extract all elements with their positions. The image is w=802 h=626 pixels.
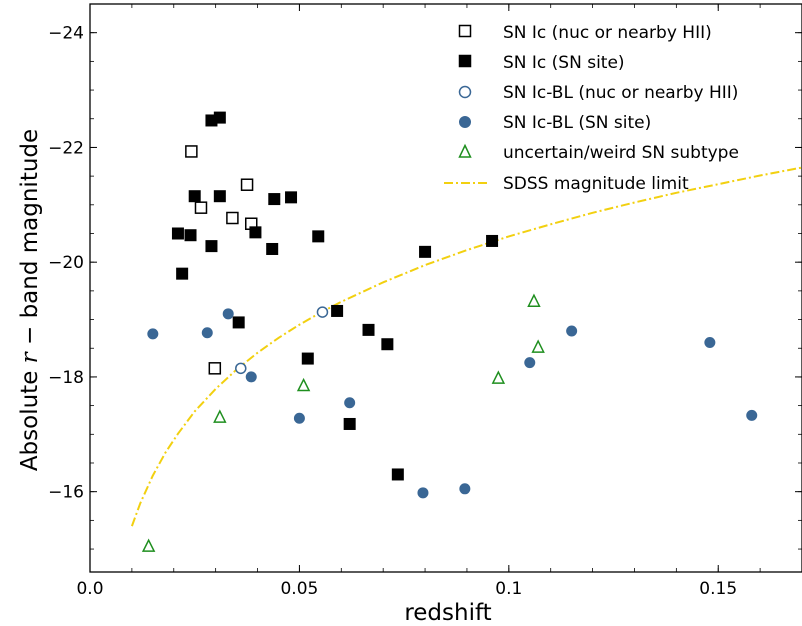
legend-item-sn-icbl-nuc: SN Ic-BL (nuc or nearby HII) xyxy=(458,83,738,103)
point-filled-circle xyxy=(746,409,758,421)
legend-label: uncertain/weird SN subtype xyxy=(503,143,739,163)
y-tick-label: −20 xyxy=(48,253,84,273)
legend-item-sn-ic-nuc: SN Ic (nuc or nearby HII) xyxy=(458,23,712,43)
point-filled-square xyxy=(184,229,197,242)
y-tick-label: −22 xyxy=(48,138,84,158)
legend-label: SN Ic-BL (nuc or nearby HII) xyxy=(503,83,738,103)
point-open-triangle xyxy=(531,339,545,353)
x-tick-label: 0.0 xyxy=(76,579,103,599)
legend-marker-filled-circle xyxy=(459,116,471,128)
axes xyxy=(89,3,802,573)
legend-marker-open-circle xyxy=(458,85,472,99)
y-axis-label-italic: r xyxy=(17,350,43,363)
y-tick-label: −18 xyxy=(48,368,84,388)
point-open-square xyxy=(185,145,198,158)
point-open-triangle xyxy=(527,293,541,307)
legend-label: SN Ic (SN site) xyxy=(503,53,625,73)
y-tick-label: −24 xyxy=(48,24,84,44)
y-axis-label-suffix: − band magnitude xyxy=(17,129,43,353)
legend-label: SN Ic (nuc or nearby HII) xyxy=(503,23,712,43)
point-filled-square xyxy=(266,242,279,255)
y-tick-label: −16 xyxy=(48,483,84,503)
x-tick-label: 0.15 xyxy=(699,579,737,599)
point-filled-circle xyxy=(459,483,471,495)
point-open-circle xyxy=(316,306,329,318)
point-filled-square xyxy=(301,352,314,365)
point-filled-square xyxy=(419,245,432,258)
legend-marker-open-square xyxy=(458,24,472,38)
limit-curve-layer xyxy=(130,166,802,527)
plot-frame xyxy=(89,3,802,573)
point-open-square xyxy=(240,178,254,191)
y-axis-label-prefix: Absolute xyxy=(17,363,43,471)
point-filled-circle xyxy=(293,412,305,424)
point-filled-circle xyxy=(417,487,429,499)
data-points-layer xyxy=(141,111,758,552)
point-filled-square xyxy=(171,227,184,240)
point-filled-circle xyxy=(566,325,578,337)
point-filled-square xyxy=(381,338,394,351)
point-filled-square xyxy=(268,193,281,206)
point-filled-square xyxy=(362,323,375,336)
legend: SN Ic (nuc or nearby HII) SN Ic (SN site… xyxy=(444,23,739,194)
point-filled-square xyxy=(285,191,298,204)
point-filled-square xyxy=(176,267,189,280)
point-filled-square xyxy=(213,190,226,203)
point-filled-square xyxy=(312,230,325,243)
point-open-triangle xyxy=(296,377,311,392)
point-open-square xyxy=(208,362,222,375)
point-open-circle xyxy=(235,362,247,375)
point-filled-circle xyxy=(201,327,213,339)
point-filled-square xyxy=(249,226,262,239)
legend-item-sn-icbl-site: SN Ic-BL (SN site) xyxy=(459,113,651,133)
point-filled-square xyxy=(331,304,344,317)
point-open-square xyxy=(226,211,239,225)
point-open-square xyxy=(194,201,208,214)
legend-item-sdss-limit: SDSS magnitude limit xyxy=(444,174,689,194)
point-open-triangle xyxy=(491,370,506,384)
x-tick-label: 0.1 xyxy=(495,579,522,599)
point-filled-square xyxy=(486,234,499,247)
legend-marker-filled-square xyxy=(458,54,472,68)
point-filled-square xyxy=(205,240,218,253)
point-filled-circle xyxy=(147,328,159,340)
point-filled-square xyxy=(188,190,201,203)
point-filled-circle xyxy=(524,357,536,369)
point-filled-square xyxy=(232,316,245,329)
point-filled-circle xyxy=(344,397,356,409)
point-filled-circle xyxy=(245,371,257,383)
point-filled-square xyxy=(343,417,356,430)
sdss-limit-curve xyxy=(130,166,802,527)
legend-marker-open-triangle xyxy=(458,143,472,158)
point-filled-square xyxy=(391,468,404,481)
legend-item-uncertain: uncertain/weird SN subtype xyxy=(458,143,739,163)
point-filled-circle xyxy=(222,308,234,320)
ticks: 0.0 0.05 0.1 0.15 −24 −22 −20 −18 −16 xyxy=(48,3,802,599)
x-tick-label: 0.05 xyxy=(280,579,318,599)
point-open-triangle xyxy=(213,409,227,423)
x-axis-label: redshift xyxy=(404,600,491,626)
point-open-triangle xyxy=(141,538,156,552)
y-axis-label: Absolute r − band magnitude xyxy=(17,129,43,471)
legend-label: SN Ic-BL (SN site) xyxy=(503,113,651,133)
point-filled-square xyxy=(213,111,226,124)
legend-label: SDSS magnitude limit xyxy=(503,174,689,194)
legend-item-sn-ic-site: SN Ic (SN site) xyxy=(458,53,625,73)
point-filled-circle xyxy=(704,337,716,349)
